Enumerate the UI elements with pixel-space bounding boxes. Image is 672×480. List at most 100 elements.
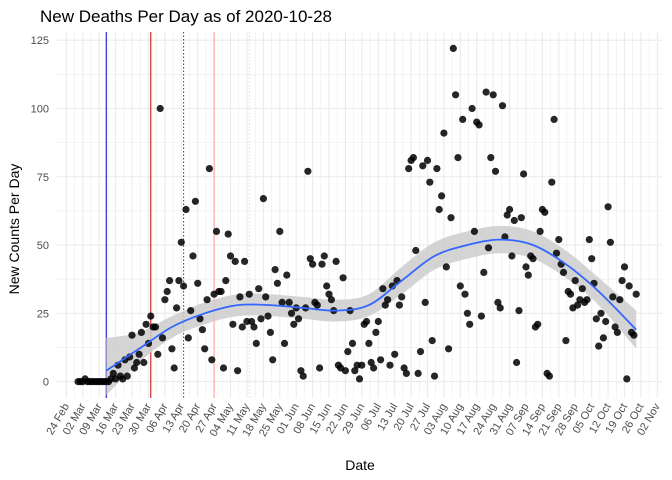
data-point bbox=[241, 257, 249, 265]
data-point bbox=[320, 252, 328, 260]
data-point bbox=[234, 367, 242, 375]
data-point bbox=[501, 233, 509, 241]
data-point bbox=[611, 323, 619, 331]
data-point bbox=[552, 249, 561, 257]
data-point bbox=[583, 296, 591, 304]
data-point bbox=[454, 154, 462, 162]
data-point bbox=[630, 331, 638, 339]
data-point bbox=[379, 285, 387, 293]
data-point bbox=[226, 252, 235, 260]
data-point bbox=[419, 162, 427, 170]
data-point bbox=[203, 296, 211, 304]
data-point bbox=[262, 293, 270, 301]
confidence-band-area bbox=[106, 225, 637, 396]
data-point bbox=[276, 227, 284, 235]
data-point bbox=[128, 331, 136, 339]
data-point bbox=[487, 154, 495, 162]
data-point bbox=[198, 326, 206, 334]
data-point bbox=[250, 323, 258, 331]
data-point bbox=[212, 227, 221, 235]
data-point bbox=[442, 263, 450, 271]
data-point bbox=[510, 216, 518, 225]
data-point bbox=[377, 356, 385, 364]
data-point bbox=[477, 312, 485, 320]
data-point bbox=[173, 304, 181, 312]
data-point bbox=[520, 170, 528, 178]
data-point bbox=[205, 165, 213, 173]
data-point bbox=[400, 364, 408, 372]
data-point bbox=[595, 342, 603, 350]
data-point bbox=[536, 227, 544, 235]
data-point bbox=[273, 279, 281, 287]
data-point bbox=[449, 44, 457, 53]
data-point bbox=[229, 320, 237, 328]
data-point bbox=[180, 282, 188, 290]
data-point bbox=[470, 227, 478, 235]
data-point bbox=[348, 339, 357, 347]
data-point bbox=[480, 268, 488, 276]
y-tick-label: 75 bbox=[37, 172, 49, 184]
data-point bbox=[541, 208, 549, 216]
data-point bbox=[248, 317, 256, 326]
data-point bbox=[323, 282, 331, 290]
data-point bbox=[517, 214, 525, 222]
data-point bbox=[194, 279, 202, 287]
data-point bbox=[140, 358, 148, 367]
data-point bbox=[597, 309, 605, 317]
data-point bbox=[529, 255, 537, 263]
data-point bbox=[456, 282, 464, 290]
data-point bbox=[452, 91, 460, 99]
data-point bbox=[632, 290, 640, 298]
data-point bbox=[306, 255, 314, 263]
data-point bbox=[534, 320, 542, 328]
data-point bbox=[196, 315, 204, 323]
data-point bbox=[616, 296, 624, 304]
data-point bbox=[135, 350, 143, 358]
data-point bbox=[351, 367, 359, 375]
data-point bbox=[147, 312, 155, 320]
data-point bbox=[613, 328, 622, 336]
data-point bbox=[421, 298, 429, 306]
data-point bbox=[433, 165, 441, 173]
data-point bbox=[391, 350, 399, 358]
data-point bbox=[231, 257, 239, 265]
data-point bbox=[604, 203, 612, 211]
data-point bbox=[513, 358, 521, 367]
data-point bbox=[515, 307, 523, 315]
data-point bbox=[191, 197, 199, 205]
data-point bbox=[426, 178, 434, 186]
data-point bbox=[414, 369, 422, 377]
data-point bbox=[494, 298, 502, 306]
data-point bbox=[271, 266, 279, 274]
y-axis-ticks: 0 25 50 75 100 125 bbox=[31, 35, 49, 388]
data-point bbox=[459, 115, 467, 123]
data-point bbox=[405, 165, 413, 173]
data-point bbox=[491, 167, 500, 175]
data-point bbox=[362, 317, 371, 326]
data-point bbox=[355, 375, 364, 383]
data-point bbox=[484, 244, 493, 252]
data-point bbox=[161, 296, 169, 304]
data-point bbox=[168, 345, 176, 353]
data-point bbox=[559, 268, 568, 276]
data-point bbox=[182, 205, 190, 214]
data-point bbox=[224, 230, 232, 238]
data-point bbox=[187, 307, 195, 315]
data-point bbox=[339, 274, 347, 282]
smooth-trend bbox=[105, 238, 637, 372]
data-point bbox=[358, 361, 366, 369]
data-point bbox=[602, 317, 610, 326]
data-point bbox=[299, 372, 307, 380]
data-point bbox=[365, 339, 373, 347]
data-point bbox=[163, 287, 171, 296]
data-point bbox=[287, 309, 296, 317]
data-point bbox=[562, 337, 570, 345]
data-point bbox=[625, 282, 633, 290]
data-point bbox=[416, 348, 425, 356]
data-point bbox=[290, 320, 298, 328]
data-point bbox=[402, 369, 410, 377]
data-point bbox=[297, 367, 305, 375]
data-point bbox=[412, 246, 420, 255]
data-point bbox=[620, 263, 629, 271]
